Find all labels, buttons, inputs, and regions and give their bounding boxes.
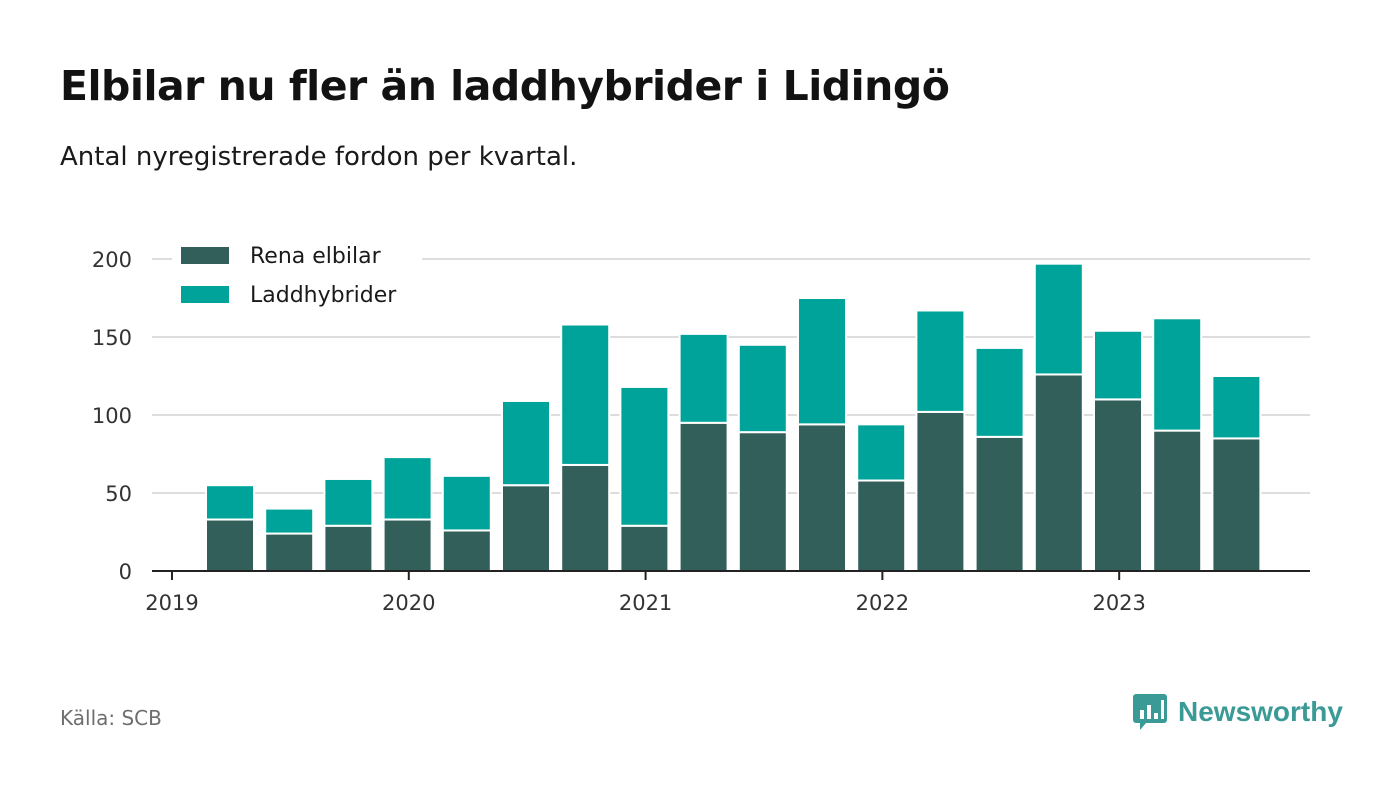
legend-swatch bbox=[181, 247, 229, 264]
legend: Rena elbilar Laddhybrider bbox=[172, 236, 422, 320]
bar-rena-elbilar bbox=[323, 524, 374, 573]
bar-laddhybrider bbox=[797, 297, 847, 426]
bar-rena-elbilar bbox=[1211, 437, 1262, 572]
bar-laddhybrider bbox=[501, 399, 551, 487]
bar-rena-elbilar bbox=[501, 484, 551, 573]
bar-laddhybrider bbox=[323, 477, 374, 527]
bar-laddhybrider bbox=[1033, 262, 1084, 376]
bar-rena-elbilar bbox=[619, 524, 670, 573]
bar-laddhybrider bbox=[205, 484, 255, 521]
bar-laddhybrider bbox=[737, 343, 788, 434]
bar-laddhybrider bbox=[974, 346, 1025, 438]
bar-rena-elbilar bbox=[382, 518, 433, 573]
bar-laddhybrider bbox=[915, 309, 966, 413]
legend-swatch bbox=[181, 286, 229, 303]
bar-rena-elbilar bbox=[1033, 373, 1084, 572]
bar-rena-elbilar bbox=[678, 421, 729, 572]
bar-laddhybrider bbox=[560, 323, 611, 466]
y-tick-label: 100 bbox=[92, 404, 132, 428]
stacked-bar-chart: 0 50 100 150 200 2019 2020 2021 2022 2023 Rena el… bbox=[91, 236, 1310, 615]
bar-rena-elbilar bbox=[264, 532, 315, 572]
bar-laddhybrider bbox=[619, 385, 670, 527]
bar-rena-elbilar bbox=[205, 518, 255, 573]
x-tick-label: 2019 bbox=[145, 591, 198, 615]
bar-laddhybrider bbox=[1152, 317, 1203, 432]
bar-rena-elbilar bbox=[737, 431, 788, 572]
brand-name: Newsworthy bbox=[1178, 696, 1343, 727]
bar-rena-elbilar bbox=[1152, 429, 1203, 572]
x-tick-label: 2021 bbox=[619, 591, 672, 615]
axes: 0 50 100 150 200 2019 2020 2021 2022 2023 bbox=[92, 248, 1310, 615]
x-tick-label: 2022 bbox=[856, 591, 909, 615]
y-tick-label: 150 bbox=[92, 326, 132, 350]
bar-laddhybrider bbox=[264, 507, 315, 535]
bar-rena-elbilar bbox=[974, 435, 1025, 572]
bar-rena-elbilar bbox=[856, 479, 907, 572]
bar-laddhybrider bbox=[441, 474, 492, 532]
source-note: Källa: SCB bbox=[60, 706, 162, 730]
x-tick-label: 2020 bbox=[382, 591, 435, 615]
x-tick-label: 2023 bbox=[1092, 591, 1145, 615]
bar-laddhybrider bbox=[856, 423, 907, 482]
bar-laddhybrider bbox=[1093, 329, 1143, 401]
bar-laddhybrider bbox=[1211, 375, 1262, 440]
bar-rena-elbilar bbox=[1093, 398, 1143, 572]
y-tick-label: 200 bbox=[92, 248, 132, 272]
bar-rena-elbilar bbox=[797, 423, 847, 572]
bar-rena-elbilar bbox=[915, 410, 966, 572]
bar-laddhybrider bbox=[678, 332, 729, 424]
y-tick-label: 50 bbox=[105, 482, 132, 506]
brand-logo[interactable]: Newsworthy bbox=[1132, 692, 1343, 732]
chart-title: Elbilar nu fler än laddhybrider i Liding… bbox=[60, 62, 950, 110]
legend-label: Rena elbilar bbox=[250, 244, 382, 269]
bar-rena-elbilar bbox=[560, 463, 611, 573]
chart-subtitle: Antal nyregistrerade fordon per kvartal. bbox=[60, 142, 578, 172]
bar-rena-elbilar bbox=[441, 529, 492, 573]
bars bbox=[205, 262, 1262, 573]
newsworthy-logo-icon bbox=[1133, 694, 1167, 730]
bar-laddhybrider bbox=[382, 456, 433, 521]
legend-label: Laddhybrider bbox=[250, 283, 397, 308]
y-tick-label: 0 bbox=[119, 560, 132, 584]
